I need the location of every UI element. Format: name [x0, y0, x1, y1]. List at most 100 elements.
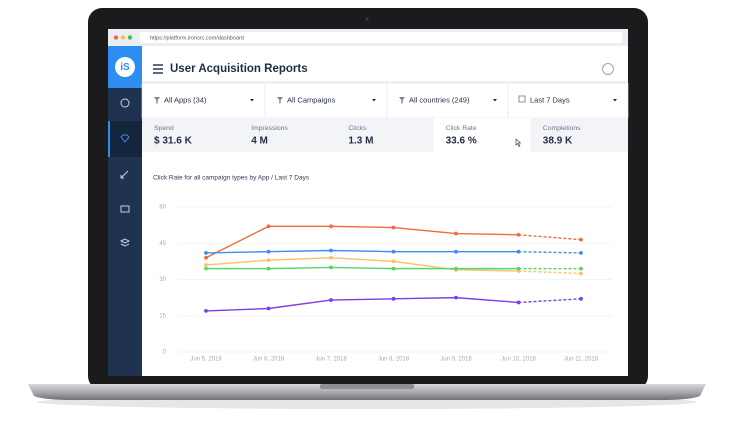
x-tick-label: Jun 8, 2018 [378, 357, 410, 363]
y-tick-label: 45 [159, 241, 166, 247]
url: https://platform.ironsrc.com/dashboard [150, 35, 244, 41]
series-line-forecast [518, 251, 582, 254]
filter-icon [154, 97, 160, 104]
data-point [204, 266, 208, 271]
metric-label: Completions [543, 125, 581, 132]
filter-label: All countries (249) [409, 95, 470, 104]
data-point [391, 225, 396, 230]
data-point [266, 266, 271, 271]
window-minimize[interactable] [120, 35, 126, 40]
user-avatar[interactable] [602, 63, 614, 75]
data-point [579, 266, 583, 271]
metric-label: Click Rate [446, 125, 477, 132]
menu-button[interactable] [153, 64, 163, 74]
data-point [204, 309, 208, 313]
metrics-bar [142, 118, 628, 152]
data-point [204, 255, 208, 260]
y-tick-label: 30 [159, 277, 166, 283]
data-point [204, 251, 208, 255]
laptop-notch [320, 384, 414, 389]
dropdown-arrow [250, 99, 254, 102]
data-point [329, 255, 333, 260]
sidebar [108, 46, 142, 376]
data-point [516, 266, 521, 271]
data-point [329, 248, 333, 253]
series-line [206, 266, 519, 270]
nav-layers[interactable] [119, 238, 131, 247]
data-point [454, 266, 458, 271]
x-tick-label: Jun 10, 2018 [501, 357, 536, 363]
metric-selected[interactable] [433, 118, 531, 152]
metric-value: 4 M [251, 136, 268, 147]
filter-dropdown[interactable] [507, 82, 629, 119]
filter-icon [399, 97, 405, 104]
data-point [329, 224, 333, 229]
data-point [391, 296, 396, 301]
data-point [516, 232, 521, 237]
series-line [205, 249, 519, 254]
series-line [205, 296, 519, 312]
filter-dropdown[interactable] [386, 82, 509, 119]
x-tick-label: Jun 9, 2018 [440, 357, 472, 363]
page-title: User Acquisition Reports [170, 63, 308, 75]
dropdown-arrow [372, 99, 376, 102]
series-line [205, 225, 519, 259]
window-maximize[interactable] [127, 35, 133, 40]
nav-diamond[interactable] [120, 134, 130, 143]
logo-circle [115, 57, 135, 77]
series-line [205, 257, 519, 272]
camera [365, 17, 369, 21]
data-point [266, 258, 271, 263]
data-point [391, 259, 396, 264]
data-point [454, 231, 458, 236]
data-point [266, 224, 271, 229]
data-point [204, 263, 208, 267]
dropdown-arrow [613, 99, 617, 102]
filter-icon [277, 97, 283, 104]
metric-label: Impressions [251, 125, 288, 132]
address-bar[interactable] [140, 32, 622, 43]
metric-value: 1.3 M [348, 136, 373, 147]
data-point [454, 295, 458, 300]
data-point [329, 298, 333, 302]
data-point [516, 249, 521, 254]
nav-active [108, 121, 142, 157]
data-point [579, 237, 583, 242]
data-point [579, 251, 583, 255]
nav-folder[interactable] [120, 205, 130, 213]
screen [108, 29, 628, 376]
data-point [454, 249, 458, 254]
cursor [515, 138, 522, 147]
calendar-icon [518, 95, 526, 103]
data-point [391, 249, 396, 254]
y-tick-label: 60 [159, 205, 166, 211]
data-point [579, 271, 583, 276]
chart-title: Click Rate for all campaign types by App… [153, 175, 310, 182]
metric-value: 38.9 K [543, 136, 573, 147]
metric-label: Spend [154, 125, 174, 132]
window-close[interactable] [113, 35, 119, 40]
nav-dashboard[interactable] [120, 98, 130, 108]
x-tick-label: Jun 11, 2018 [564, 357, 599, 363]
y-tick-label: 15 [159, 313, 166, 319]
data-point [266, 249, 271, 254]
laptop-base [28, 384, 706, 400]
metric-value: $ 31.6 K [154, 136, 193, 147]
x-tick-label: Jun 7, 2018 [315, 357, 347, 363]
filter-label: Last 7 Days [530, 95, 570, 104]
data-point [391, 266, 396, 271]
series-line-forecast [518, 298, 582, 304]
logo: iS [120, 62, 130, 73]
data-point [266, 306, 271, 311]
series-line-forecast [518, 234, 582, 241]
y-tick-label: 0 [163, 350, 167, 356]
filter-label: All Apps (34) [164, 95, 207, 104]
nav-active-marker [108, 121, 110, 157]
metric-label: Clicks [348, 125, 367, 132]
dropdown-arrow [493, 99, 497, 102]
nav-rocket[interactable] [120, 170, 129, 179]
x-tick-label: Jun 5, 2018 [190, 357, 222, 363]
metric-value: 33.6 % [446, 136, 477, 147]
data-point [329, 265, 333, 270]
